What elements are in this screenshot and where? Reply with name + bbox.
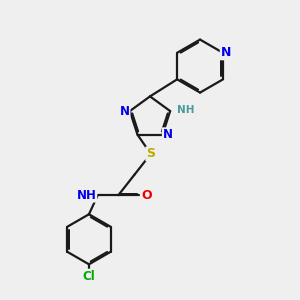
Text: N: N <box>163 128 173 141</box>
Text: NH: NH <box>76 189 96 202</box>
Text: Cl: Cl <box>82 270 95 283</box>
Text: NH: NH <box>177 105 194 115</box>
Text: S: S <box>146 147 155 161</box>
Text: O: O <box>141 189 152 202</box>
Text: N: N <box>119 105 130 118</box>
Text: N: N <box>221 46 231 59</box>
